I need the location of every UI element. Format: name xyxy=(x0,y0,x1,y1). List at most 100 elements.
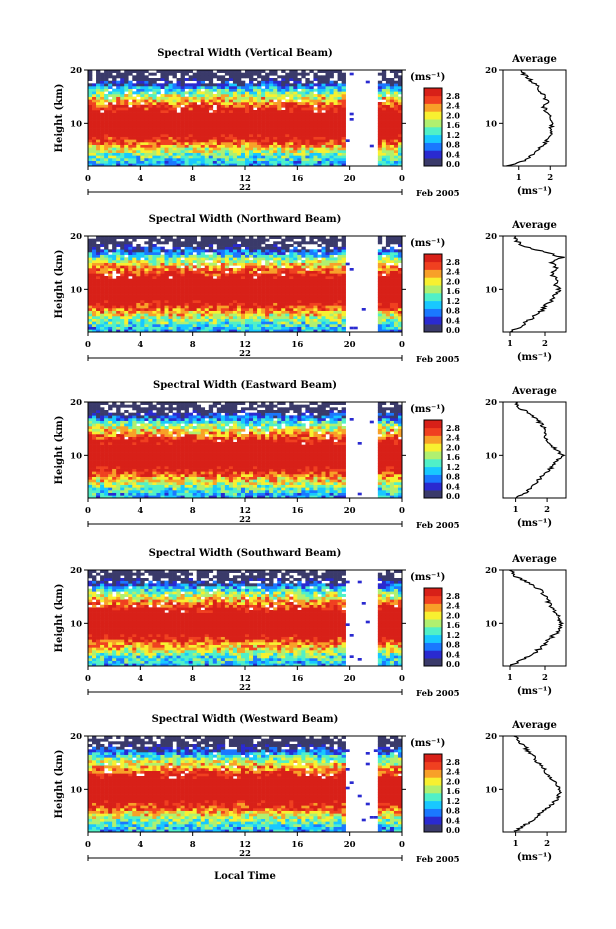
heatmap-cell xyxy=(144,305,149,309)
heatmap-cell xyxy=(325,286,330,290)
heatmap-cell xyxy=(281,104,286,108)
heatmap-cell xyxy=(269,297,274,301)
heatmap-cell xyxy=(341,324,346,327)
heatmap-cell xyxy=(313,136,318,140)
heatmap-cell xyxy=(393,297,399,301)
heatmap-cell xyxy=(273,155,278,159)
heatmap-cell xyxy=(156,118,161,121)
heatmap-cell xyxy=(124,284,129,287)
heatmap-cell xyxy=(305,286,310,290)
heatmap-cell xyxy=(132,134,137,137)
heatmap-cell xyxy=(277,273,282,277)
heatmap-cell xyxy=(281,139,286,143)
heatmap-cell xyxy=(112,91,117,95)
heatmap-cell xyxy=(200,329,206,333)
heatmap-cell xyxy=(92,490,97,493)
heatmap-cell xyxy=(120,324,125,327)
heatmap-cell xyxy=(236,142,242,145)
heatmap-cell xyxy=(389,107,395,111)
heatmap-cell xyxy=(236,305,242,309)
heatmap-cell xyxy=(333,70,338,73)
heatmap-cell xyxy=(224,91,230,95)
heatmap-cell xyxy=(281,276,286,279)
panel-title: Spectral Width (Eastward Beam) xyxy=(153,380,337,391)
heatmap-cell xyxy=(385,326,391,330)
heatmap-cell xyxy=(397,278,403,282)
heatmap-cell xyxy=(377,91,383,95)
profile-line xyxy=(509,235,565,333)
heatmap-cell xyxy=(96,436,101,440)
heatmap-cell xyxy=(128,294,133,298)
heatmap-cell xyxy=(188,265,193,269)
heatmap-cell xyxy=(144,278,149,282)
heatmap-cell xyxy=(132,131,137,135)
heatmap-cell xyxy=(321,254,326,258)
heatmap-cell xyxy=(385,163,391,167)
heatmap-cell xyxy=(240,88,246,92)
heatmap-cell xyxy=(377,294,383,298)
heatmap-cell xyxy=(325,110,330,113)
heatmap-cell xyxy=(257,286,262,290)
heatmap-cell xyxy=(208,78,214,81)
heatmap-cell xyxy=(309,270,314,274)
heatmap-cell xyxy=(176,96,181,100)
heatmap-cell xyxy=(236,72,242,76)
heatmap-cell xyxy=(224,276,230,279)
heatmap-cell xyxy=(269,276,274,279)
heatmap-cell xyxy=(100,120,105,124)
heatmap-cell xyxy=(144,152,149,156)
heatmap-cell xyxy=(92,249,97,253)
heatmap-cell xyxy=(132,302,137,306)
heatmap-cell xyxy=(249,305,254,309)
heatmap-cell xyxy=(281,110,286,113)
heatmap-cell xyxy=(257,94,262,97)
heatmap-cell xyxy=(128,300,133,303)
heatmap-cell xyxy=(180,310,185,314)
heatmap-cell xyxy=(281,136,286,140)
heatmap-cell xyxy=(240,265,246,269)
heatmap-cell xyxy=(136,260,141,263)
heatmap-cell xyxy=(160,313,165,317)
heatmap-cell xyxy=(124,163,129,167)
heatmap-cell xyxy=(273,276,278,279)
heatmap-cell xyxy=(253,72,258,76)
heatmap-cell xyxy=(196,244,202,247)
heatmap-cell xyxy=(152,147,157,151)
heatmap-cell xyxy=(273,318,278,322)
heatmap-cell xyxy=(204,163,210,167)
heatmap-cell xyxy=(124,324,129,327)
heatmap-cell xyxy=(273,88,278,92)
heatmap-cell xyxy=(108,158,113,161)
heatmap-cell xyxy=(333,155,338,159)
heatmap-cell xyxy=(301,254,306,258)
heatmap-cell xyxy=(265,120,270,124)
heatmap-cell xyxy=(120,120,125,124)
heatmap-cell xyxy=(297,155,302,159)
heatmap-cell xyxy=(377,329,383,333)
heatmap-cell xyxy=(164,115,169,119)
heatmap-cell xyxy=(289,88,294,92)
heatmap-cell xyxy=(200,158,206,161)
heatmap-cell xyxy=(337,142,342,145)
heatmap-cell xyxy=(228,254,234,258)
heatmap-cell xyxy=(317,80,322,84)
heatmap-cell xyxy=(188,160,193,164)
heatmap-cell xyxy=(289,265,294,269)
heatmap-cell xyxy=(341,265,346,269)
heatmap-cell xyxy=(253,150,258,153)
heatmap-cell xyxy=(261,300,266,303)
heatmap-cell xyxy=(88,158,93,161)
heatmap-cell xyxy=(329,300,334,303)
heatmap-cell xyxy=(216,329,222,333)
heatmap-cell xyxy=(144,91,149,95)
heatmap-cell xyxy=(96,144,101,148)
colorbar-tick-label: 0.8 xyxy=(446,306,460,316)
heatmap-cell xyxy=(204,316,210,319)
heatmap-cell xyxy=(168,278,173,282)
heatmap-cell xyxy=(309,252,314,255)
heatmap-cell xyxy=(184,265,189,269)
heatmap-cell xyxy=(92,426,97,429)
heatmap-cell xyxy=(180,305,185,309)
heatmap-cell xyxy=(385,321,391,325)
heatmap-cell xyxy=(389,297,395,301)
